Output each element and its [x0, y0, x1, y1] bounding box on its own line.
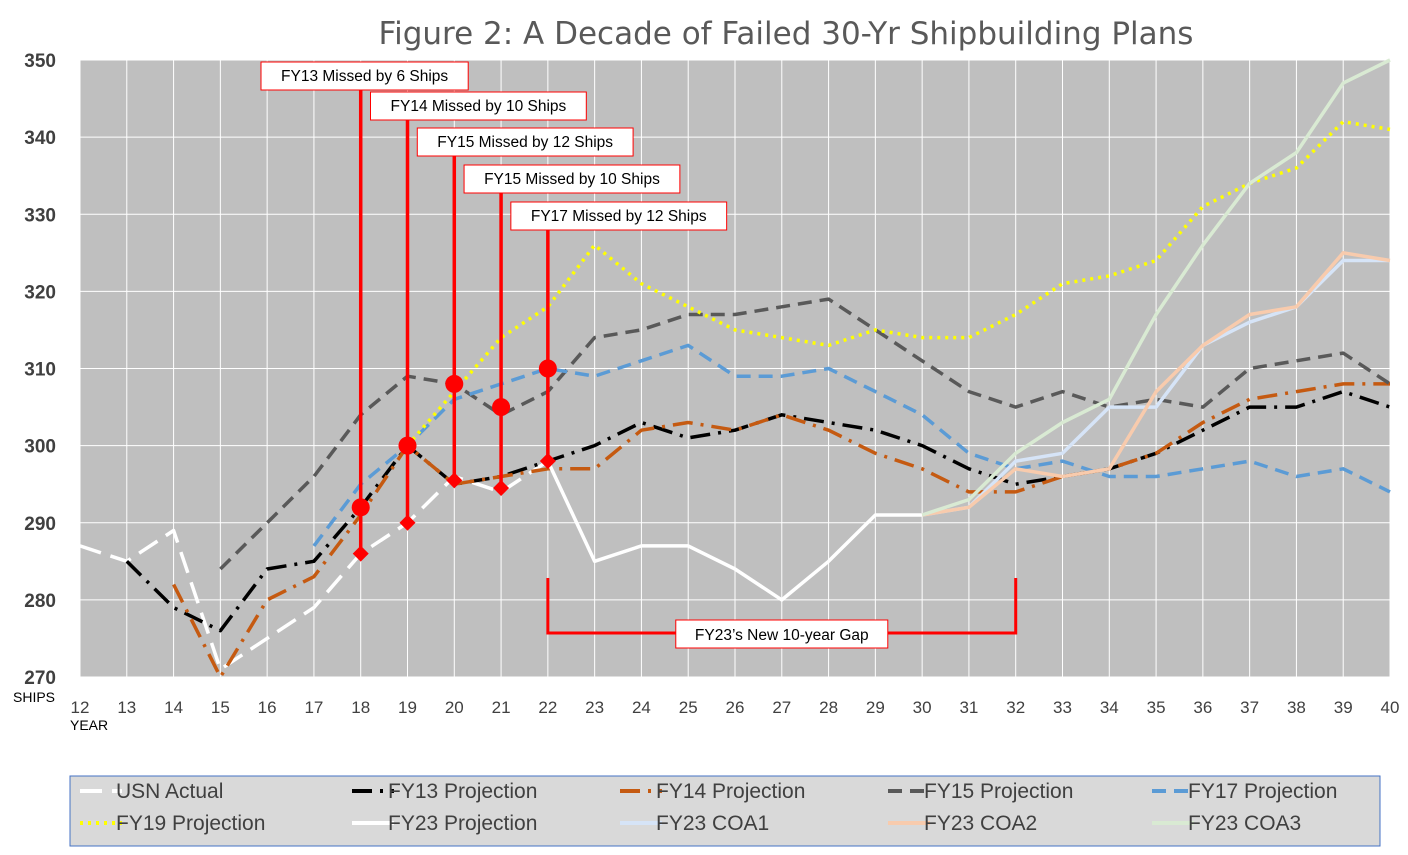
gap-callout-label: FY23’s New 10-year Gap [695, 627, 869, 644]
callout-label: FY13 Missed by 6 Ships [281, 68, 448, 85]
series-line-fy17-projection [312, 343, 1391, 547]
planned-point-marker [398, 436, 417, 455]
legend-label: FY13 Projection [388, 780, 537, 803]
x-tick-label: 37 [1240, 698, 1259, 717]
x-tick-label: 12 [71, 698, 90, 717]
series-line-usn-actual [79, 459, 549, 672]
callout-label: FY15 Missed by 10 Ships [484, 171, 660, 188]
legend-label: FY19 Projection [116, 812, 265, 835]
x-tick-label: 31 [959, 698, 978, 717]
callout-box [510, 201, 728, 231]
x-tick-label: 28 [819, 698, 838, 717]
series-lines [79, 58, 1391, 679]
legend-label: FY23 COA3 [1188, 812, 1301, 835]
legend-label: FY15 Projection [924, 780, 1073, 803]
actual-point-marker [352, 545, 369, 562]
y-axis-ticks: 270 280 290 300 310 320 330 340 350 [24, 51, 56, 689]
legend-label: FY17 Projection [1188, 780, 1337, 803]
legend-label: FY14 Projection [656, 780, 805, 803]
callout-label: FY17 Missed by 12 Ships [531, 208, 707, 225]
legend-box [69, 775, 1381, 847]
x-tick-label: 25 [679, 698, 698, 717]
callout-box [416, 127, 634, 157]
x-axis-label: YEAR [70, 717, 108, 733]
legend-label: USN Actual [116, 780, 223, 803]
x-tick-label: 32 [1006, 698, 1025, 717]
x-tick-label: 13 [117, 698, 136, 717]
x-tick-label: 24 [632, 698, 651, 717]
x-tick-label: 35 [1147, 698, 1166, 717]
actual-point-marker [446, 472, 463, 489]
y-tick-label: 280 [24, 591, 56, 612]
y-tick-label: 340 [24, 128, 56, 149]
x-tick-label: 39 [1334, 698, 1353, 717]
missed-annotations: FY13 Missed by 6 Ships FY14 Missed by 10 … [260, 61, 728, 562]
planned-point-marker [445, 374, 464, 393]
x-tick-label: 22 [538, 698, 557, 717]
series-line-fy15-projection [219, 297, 1391, 571]
x-axis-ticks: 12 13 14 15 16 17 18 19 20 21 22 23 24 25 26 27 28 29 30 31… [71, 698, 1400, 717]
legend-label: FY23 COA2 [924, 812, 1037, 835]
x-tick-label: 40 [1381, 698, 1400, 717]
gridlines [79, 59, 1391, 678]
legend-label: FY23 Projection [388, 812, 537, 835]
series-line-fy23-coa2 [921, 251, 1391, 517]
actual-point-marker [539, 453, 556, 470]
x-tick-label: 14 [164, 698, 183, 717]
x-tick-label: 36 [1193, 698, 1212, 717]
series-line-fy23-projection [546, 460, 923, 602]
x-tick-label: 29 [866, 698, 885, 717]
callout-box [463, 164, 681, 194]
x-tick-label: 16 [258, 698, 277, 717]
y-tick-label: 310 [24, 360, 56, 381]
y-tick-label: 300 [24, 437, 56, 458]
series-line-fy14-projection [172, 382, 1390, 679]
series-line-fy19-projection [406, 119, 1391, 447]
planned-point-marker [492, 398, 511, 417]
chart-title: Figure 2: A Decade of Failed 30-Yr Shipb… [379, 16, 1194, 52]
y-tick-label: 270 [24, 668, 56, 689]
callout-box [260, 61, 469, 91]
y-axis-label: SHIPS [13, 689, 55, 705]
y-tick-label: 320 [24, 282, 56, 303]
y-tick-label: 350 [24, 51, 56, 72]
callout-label: FY14 Missed by 10 Ships [391, 98, 567, 115]
planned-point-marker [351, 498, 370, 517]
x-tick-label: 34 [1100, 698, 1119, 717]
gap-annotation: FY23’s New 10-year Gap [546, 578, 1018, 649]
legend-label: FY23 COA1 [656, 812, 769, 835]
x-tick-label: 33 [1053, 698, 1072, 717]
x-tick-label: 27 [772, 698, 791, 717]
x-tick-label: 18 [351, 698, 370, 717]
x-tick-label: 26 [726, 698, 745, 717]
x-tick-label: 23 [585, 698, 604, 717]
x-tick-label: 30 [913, 698, 932, 717]
x-tick-label: 17 [304, 698, 323, 717]
gap-callout-box [675, 619, 889, 649]
x-tick-label: 20 [445, 698, 464, 717]
x-tick-label: 38 [1287, 698, 1306, 717]
actual-point-marker [493, 480, 510, 497]
y-tick-label: 330 [24, 205, 56, 226]
x-tick-label: 19 [398, 698, 417, 717]
x-tick-label: 21 [492, 698, 511, 717]
callout-box [370, 91, 587, 121]
legend: USN Actual FY13 Projection FY14 Projection… [80, 780, 1337, 835]
planned-point-marker [538, 359, 557, 378]
y-tick-label: 290 [24, 514, 56, 535]
callout-label: FY15 Missed by 12 Ships [437, 134, 613, 151]
x-tick-label: 15 [211, 698, 230, 717]
series-line-fy23-coa3 [921, 58, 1391, 517]
actual-point-marker [399, 514, 416, 531]
